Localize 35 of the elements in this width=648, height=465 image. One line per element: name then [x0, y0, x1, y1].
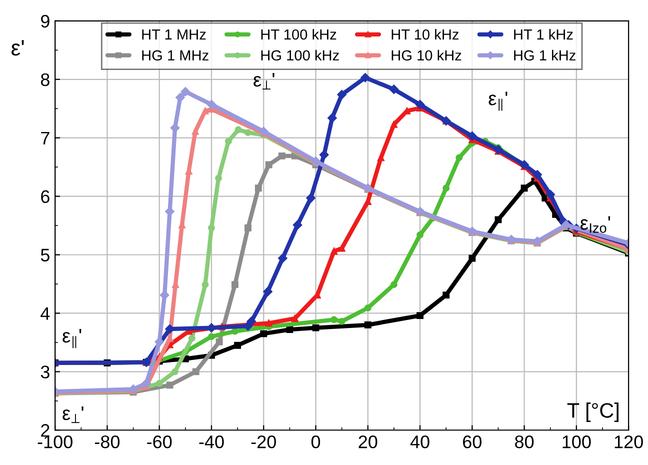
x-axis-title: T [°C] [567, 402, 618, 422]
x-tick-label: 60 [463, 435, 482, 448]
annotation: ε$_{⊥}$' [254, 73, 274, 90]
x-tick-label: 0 [311, 435, 320, 448]
annotation: ε$_{Izo}$' [580, 216, 610, 233]
x-tick-label: -20 [251, 435, 276, 448]
x-tick-label: -40 [199, 435, 224, 448]
legend-label: HT 100 kHz [261, 28, 336, 40]
annotation: ε$_{∥}$' [62, 329, 82, 348]
x-tick-label: -60 [147, 435, 172, 448]
annotation: ε$_{∥}$' [488, 92, 508, 111]
y-tick-label: 6 [41, 190, 50, 204]
legend-label: HG 10 kHz [392, 50, 462, 61]
legend-label: HT 10 kHz [392, 28, 458, 40]
x-tick-label: -100 [38, 435, 72, 448]
y-tick-label: 5 [40, 248, 50, 262]
y-tick-label: 4 [40, 307, 50, 320]
x-tick-label: 80 [515, 435, 534, 448]
legend-label: HT 1 kHz [514, 28, 573, 40]
x-tick-label: 100 [562, 435, 591, 448]
x-tick-label: 120 [614, 435, 643, 448]
y-tick-label: 9 [41, 14, 50, 28]
legend-label: HG 1 MHz [142, 50, 208, 61]
annotation: ε$_{⊥}$' [62, 406, 84, 423]
legend-label: HG 100 kHz [261, 50, 339, 61]
y-tick-label: 7 [41, 132, 50, 144]
y-tick-label: 8 [40, 73, 50, 86]
y-axis-title: ε' [11, 40, 24, 56]
legend-label: HG 1 kHz [514, 50, 576, 61]
x-tick-label: -80 [94, 435, 120, 448]
legend-label: HT 1 MHz [142, 29, 206, 40]
y-tick-label: 2 [41, 424, 50, 437]
x-tick-label: 20 [358, 435, 378, 448]
y-tick-label: 3 [40, 366, 50, 378]
x-tick-label: 40 [410, 435, 430, 448]
